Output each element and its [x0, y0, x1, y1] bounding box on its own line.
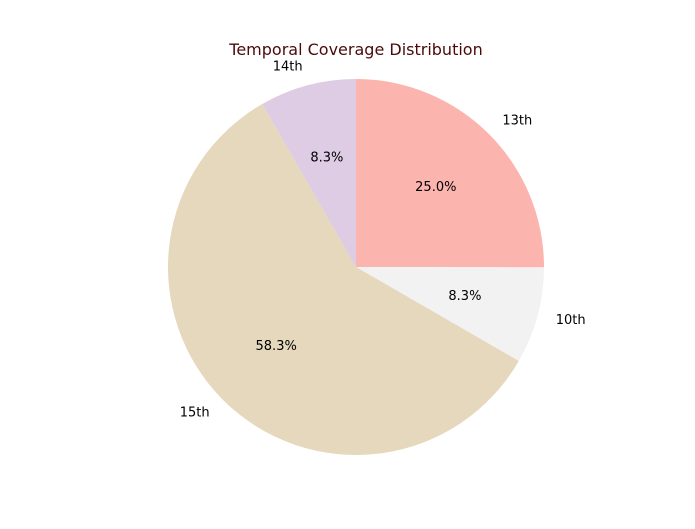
pie-slices [167, 79, 545, 456]
slice-label-10th: 10th [556, 313, 586, 328]
slice-percent-10th: 8.3% [448, 289, 481, 304]
slice-percent-13th: 25.0% [415, 180, 456, 195]
pie-slice-13th [356, 79, 545, 268]
slice-percent-15th: 58.3% [256, 339, 297, 354]
slice-label-13th: 13th [502, 113, 532, 128]
slice-label-15th: 15th [180, 406, 210, 421]
pie-slice-15th [167, 104, 519, 456]
slice-label-14th: 14th [273, 60, 303, 75]
pie-slice-10th [356, 267, 544, 361]
slice-percent-14th: 8.3% [310, 151, 343, 166]
pie-labels: 13th 25.0% 10th 8.3% 15th 58.3% 14th 8.3% [180, 60, 586, 421]
pie-slice-14th [262, 79, 356, 267]
chart-title: Temporal Coverage Distribution [228, 40, 482, 59]
